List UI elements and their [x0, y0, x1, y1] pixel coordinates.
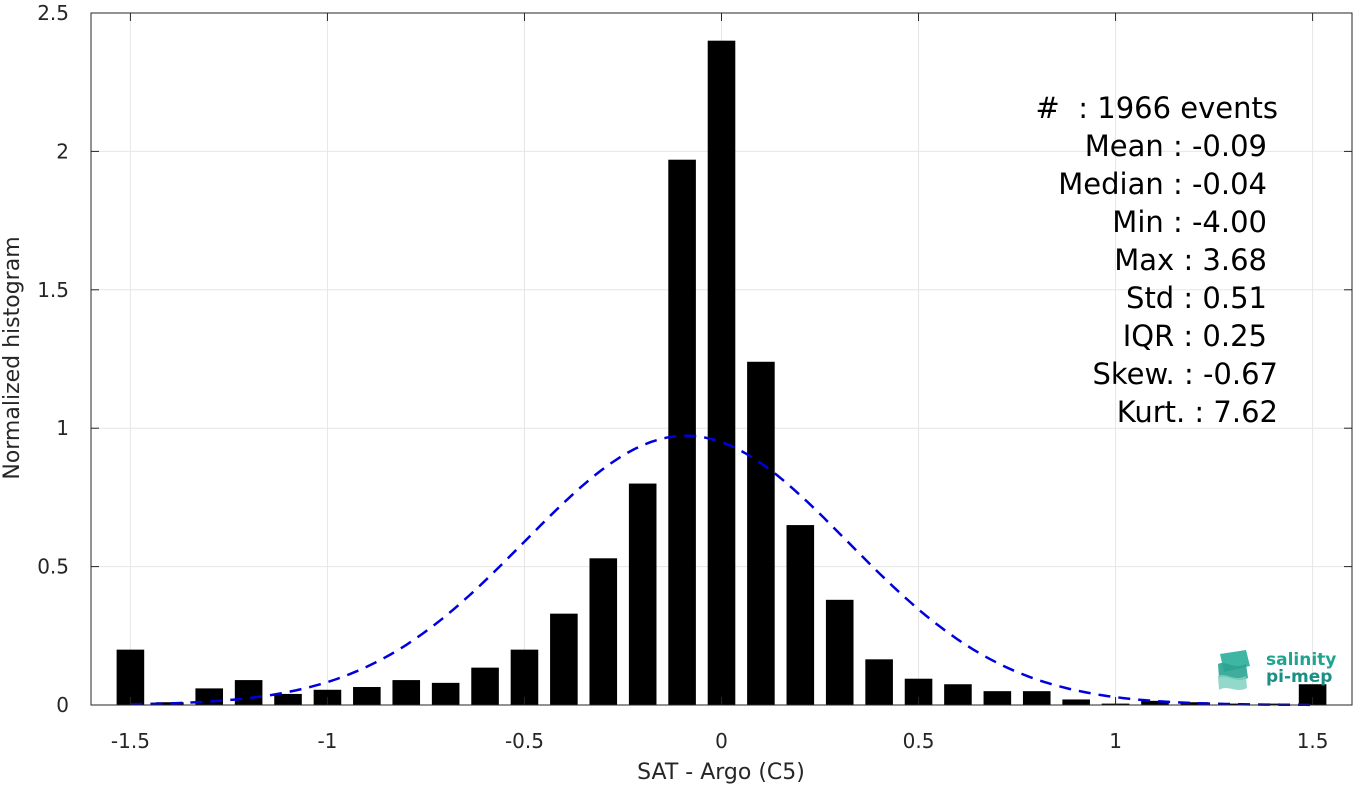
histogram-bar: [1259, 703, 1287, 705]
x-tick-label: 1.5: [1297, 729, 1329, 753]
histogram-bar: [234, 680, 263, 705]
stat-events: # : 1966 events: [1035, 91, 1278, 125]
y-tick-label: 1.5: [37, 278, 69, 302]
histogram-bars: [116, 40, 1327, 706]
x-tick-label: -1.5: [111, 729, 150, 753]
histogram-bar: [707, 40, 736, 706]
x-tick-label: -0.5: [505, 729, 544, 753]
histogram-bar: [944, 684, 972, 705]
y-axis-label: Normalized histogram: [0, 236, 25, 479]
histogram-bar: [156, 702, 184, 705]
histogram-bar: [471, 667, 499, 705]
stat-min: Min : -4.00: [1112, 205, 1267, 239]
logo-line1: salinity: [1266, 650, 1337, 670]
histogram-bar: [431, 682, 460, 705]
axis-ticks: [91, 12, 1352, 706]
y-tick-labels: 0 0.5 1 1.5 2 2.5: [37, 1, 69, 717]
histogram-bar: [983, 691, 1012, 705]
y-tick-label: 0.5: [37, 555, 69, 579]
stat-iqr: IQR : 0.25: [1122, 319, 1267, 353]
histogram-bar: [1180, 702, 1209, 705]
stat-kurt: Kurt. : 7.62: [1116, 395, 1278, 429]
stat-mean: Mean : -0.09: [1084, 129, 1267, 163]
histogram-bar: [274, 693, 302, 705]
stat-median: Median : -0.04: [1058, 167, 1267, 201]
histogram-bar: [589, 558, 618, 705]
y-tick-label: 2.5: [37, 1, 69, 25]
histogram-bar: [510, 649, 539, 705]
x-axis-label: SAT - Argo (C5): [637, 760, 805, 785]
wave-logo-icon: [1218, 650, 1250, 690]
stat-std: Std : 0.51: [1126, 281, 1267, 315]
histogram-bar: [116, 649, 145, 705]
stat-max: Max : 3.68: [1114, 243, 1267, 277]
stat-skew: Skew. : -0.67: [1092, 357, 1278, 391]
x-tick-label: 0.5: [903, 729, 935, 753]
histogram-bar: [1141, 700, 1169, 705]
histogram-bar: [786, 525, 815, 705]
x-tick-label: -1: [317, 729, 337, 753]
histogram-bar: [865, 659, 893, 705]
salinity-pi-mep-logo: salinity pi-mep: [1216, 648, 1346, 694]
logo-line2: pi-mep: [1266, 667, 1333, 687]
histogram-bar: [1298, 684, 1327, 705]
histogram-bar: [628, 483, 657, 705]
histogram-bar: [550, 613, 578, 705]
histogram-bar: [668, 159, 696, 706]
y-tick-label: 0: [56, 693, 69, 717]
histogram-bar: [825, 599, 854, 705]
histogram-bar: [353, 687, 381, 705]
y-tick-label: 2: [56, 139, 69, 163]
histogram-bar: [1062, 699, 1090, 705]
histogram-bar: [392, 680, 421, 705]
y-tick-label: 1: [56, 416, 69, 440]
histogram-bar: [747, 361, 775, 705]
x-tick-labels: -1.5 -1 -0.5 0 0.5 1 1.5: [111, 729, 1329, 753]
x-tick-label: 1: [1109, 729, 1122, 753]
histogram-bar: [1022, 691, 1051, 705]
histogram-bar: [1219, 703, 1248, 705]
x-tick-label: 0: [715, 729, 728, 753]
